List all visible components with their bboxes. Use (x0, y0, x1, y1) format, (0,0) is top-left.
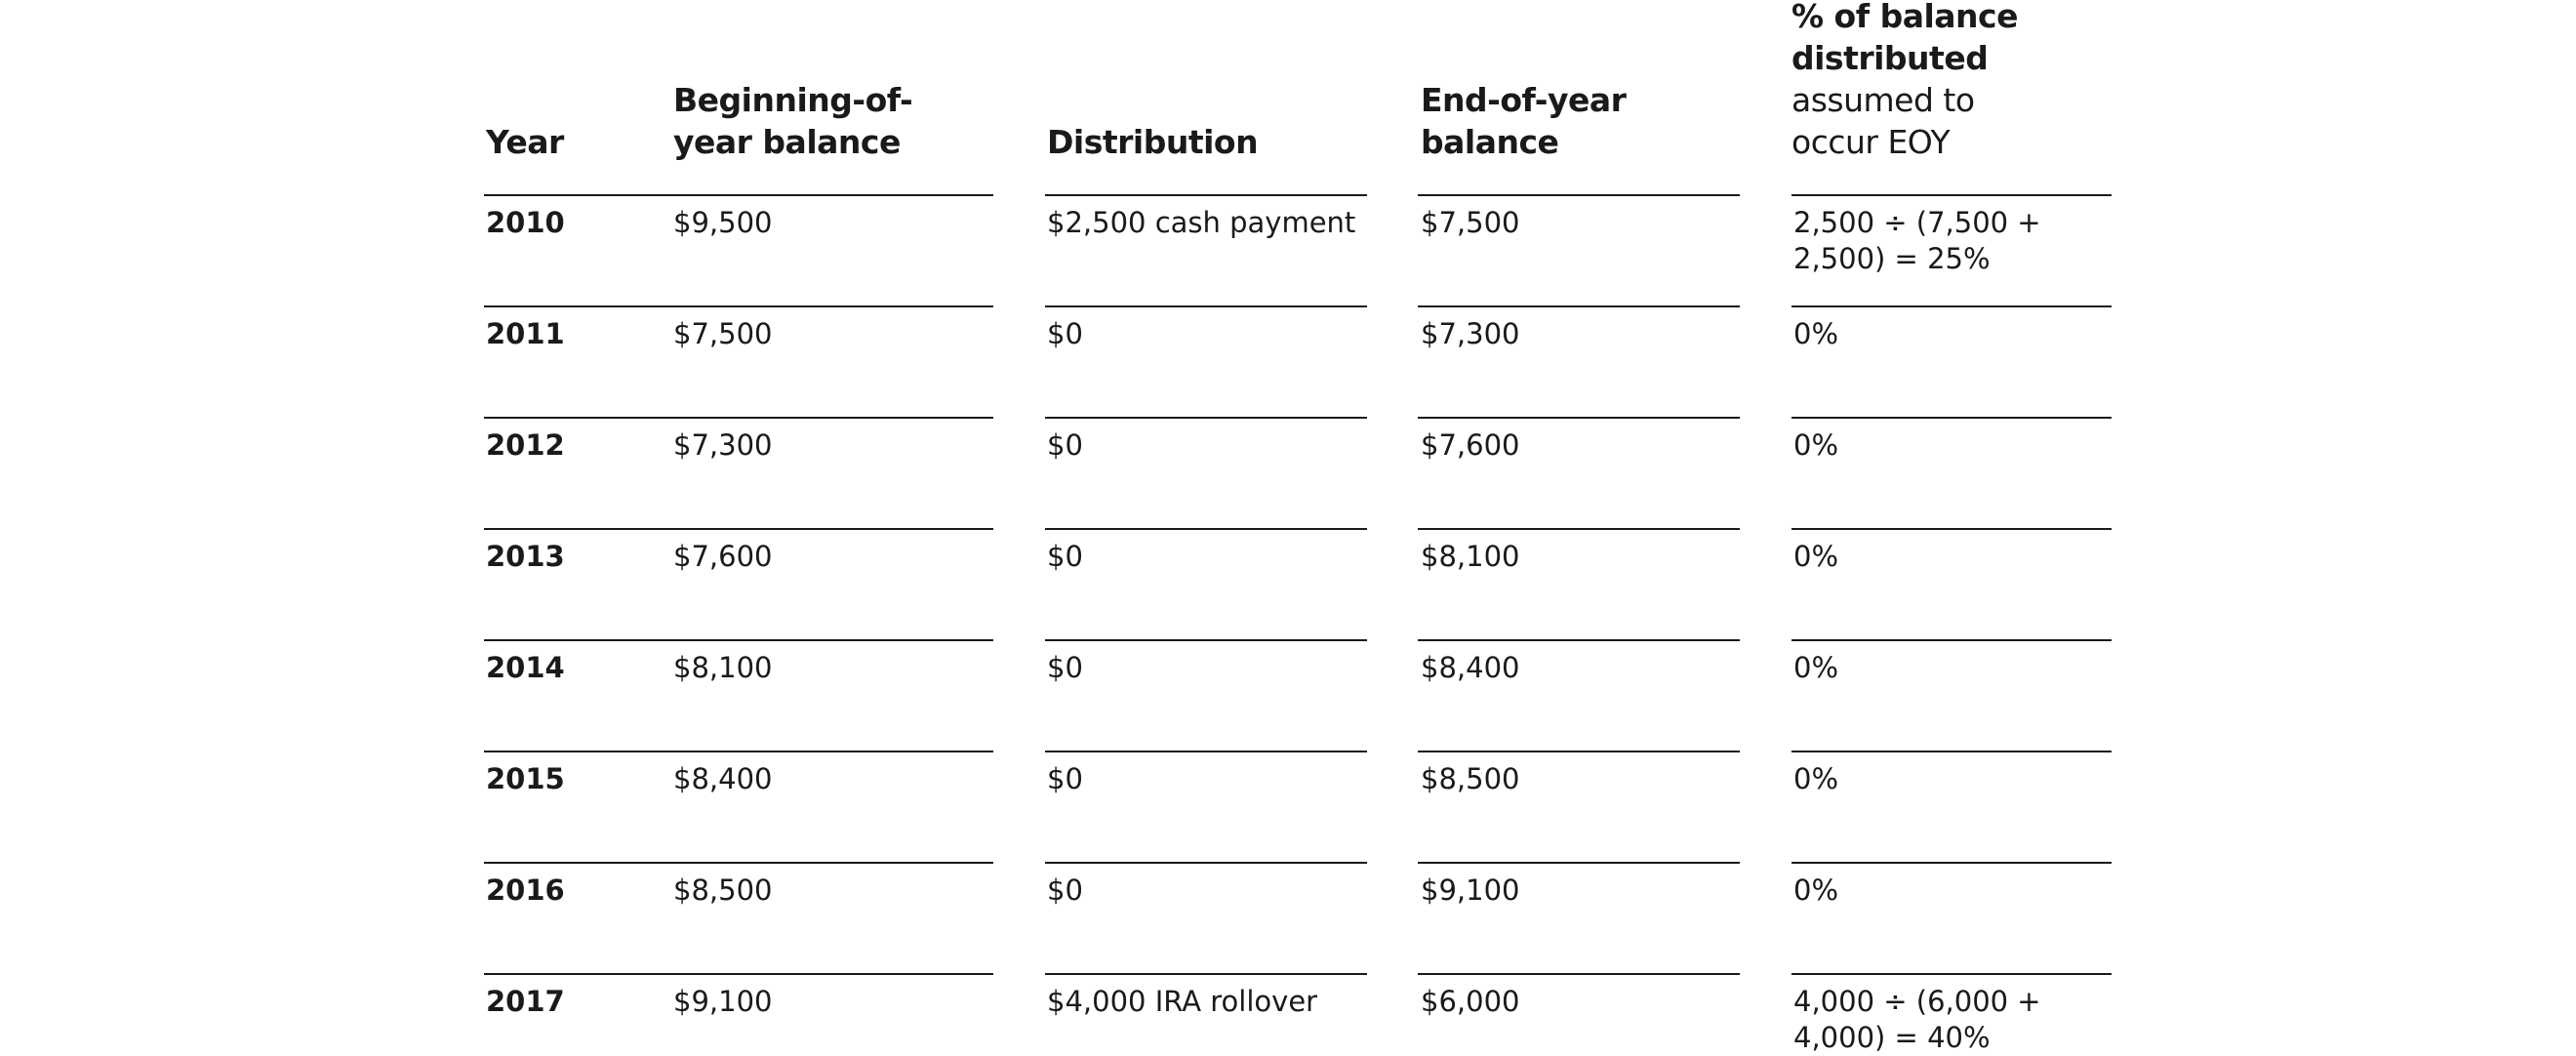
cell-percent-line: 0% (1793, 651, 1839, 684)
row-divider (1791, 751, 2112, 752)
cell-end-balance: $9,100 (1421, 873, 1520, 907)
cell-percent-distributed: 0% (1793, 539, 1838, 575)
cell-beginning-balance: $8,400 (673, 762, 773, 795)
header-percent-line1: % of balance (1791, 0, 2018, 35)
header-end-balance-line1: End-of-year (1421, 81, 1627, 119)
row-divider (1418, 862, 1740, 864)
cell-year: 2013 (486, 540, 565, 573)
header-percent-line3: assumed to (1791, 81, 1975, 119)
cell-year: 2016 (486, 873, 565, 907)
cell-end-balance: $8,100 (1421, 540, 1520, 573)
row-divider (1045, 305, 1367, 307)
row-divider (1418, 528, 1740, 530)
cell-percent-line: 0% (1793, 317, 1839, 350)
header-distribution: Distribution (1047, 121, 1259, 163)
header-distribution-label: Distribution (1047, 123, 1259, 161)
cell-year: 2010 (486, 206, 565, 239)
cell-percent-line: 2,500 ÷ (7,500 + (1793, 206, 2041, 239)
cell-year: 2017 (486, 985, 565, 1018)
row-divider (1418, 194, 1740, 196)
header-end-balance-line2: balance (1421, 123, 1559, 161)
cell-percent-line: 0% (1793, 873, 1839, 907)
cell-beginning-balance: $7,500 (673, 317, 773, 350)
header-percent-distributed: % of balance distributed assumed to occu… (1791, 0, 2018, 163)
cell-year: 2012 (486, 428, 565, 462)
row-divider (1791, 639, 2112, 641)
cell-beginning-balance: $8,100 (673, 651, 773, 684)
row-divider (1418, 639, 1740, 641)
header-percent-line4: occur EOY (1791, 123, 1951, 161)
header-beginning-balance-line2: year balance (673, 123, 901, 161)
cell-percent-line: 0% (1793, 428, 1839, 462)
row-divider (1045, 417, 1367, 419)
row-divider (484, 417, 993, 419)
cell-beginning-balance: $9,100 (673, 985, 773, 1018)
cell-end-balance: $6,000 (1421, 985, 1520, 1018)
cell-percent-distributed: 0% (1793, 650, 1838, 686)
cell-beginning-balance: $8,500 (673, 873, 773, 907)
cell-percent-line: 0% (1793, 762, 1839, 795)
cell-year: 2014 (486, 651, 565, 684)
cell-percent-distributed: 0% (1793, 873, 1838, 909)
cell-end-balance: $7,300 (1421, 317, 1520, 350)
row-divider (484, 194, 993, 196)
row-divider (1791, 862, 2112, 864)
header-beginning-balance-line1: Beginning-of- (673, 81, 913, 119)
row-divider (1791, 973, 2112, 975)
row-divider (1791, 528, 2112, 530)
row-divider (484, 862, 993, 864)
row-divider (1045, 528, 1367, 530)
row-divider (1418, 305, 1740, 307)
cell-beginning-balance: $9,500 (673, 206, 773, 239)
cell-year: 2015 (486, 762, 565, 795)
row-divider (1418, 751, 1740, 752)
row-divider (484, 528, 993, 530)
header-year-label: Year (486, 123, 564, 161)
cell-percent-line: 4,000 ÷ (6,000 + (1793, 985, 2041, 1018)
cell-end-balance: $8,500 (1421, 762, 1520, 795)
row-divider (1045, 862, 1367, 864)
cell-percent-distributed: 0% (1793, 427, 1838, 464)
cell-percent-distributed: 2,500 ÷ (7,500 +2,500) = 25% (1793, 205, 2041, 277)
header-percent-line2: distributed (1791, 39, 1989, 77)
row-divider (484, 973, 993, 975)
cell-distribution: $0 (1047, 651, 1083, 684)
cell-percent-distributed: 0% (1793, 761, 1838, 797)
row-divider (1045, 639, 1367, 641)
row-divider (1791, 194, 2112, 196)
cell-percent-line: 4,000) = 40% (1793, 1021, 1991, 1054)
cell-end-balance: $7,600 (1421, 428, 1520, 462)
cell-distribution: $0 (1047, 317, 1083, 350)
row-divider (484, 751, 993, 752)
cell-distribution: $0 (1047, 762, 1083, 795)
row-divider (1045, 751, 1367, 752)
cell-end-balance: $8,400 (1421, 651, 1520, 684)
cell-percent-distributed: 4,000 ÷ (6,000 +4,000) = 40% (1793, 984, 2041, 1056)
header-year: Year (486, 121, 564, 163)
cell-distribution: $2,500 cash payment (1047, 206, 1356, 239)
row-divider (1045, 973, 1367, 975)
row-divider (1791, 417, 2112, 419)
cell-distribution: $4,000 IRA rollover (1047, 985, 1318, 1018)
cell-percent-distributed: 0% (1793, 316, 1838, 352)
cell-distribution: $0 (1047, 540, 1083, 573)
row-divider (484, 639, 993, 641)
row-divider (1791, 305, 2112, 307)
header-beginning-balance: Beginning-of- year balance (673, 79, 913, 163)
cell-percent-line: 2,500) = 25% (1793, 242, 1991, 275)
cell-percent-line: 0% (1793, 540, 1839, 573)
cell-end-balance: $7,500 (1421, 206, 1520, 239)
header-end-balance: End-of-year balance (1421, 79, 1627, 163)
cell-beginning-balance: $7,300 (673, 428, 773, 462)
row-divider (484, 305, 993, 307)
row-divider (1418, 973, 1740, 975)
cell-beginning-balance: $7,600 (673, 540, 773, 573)
cell-distribution: $0 (1047, 428, 1083, 462)
row-divider (1418, 417, 1740, 419)
row-divider (1045, 194, 1367, 196)
cell-year: 2011 (486, 317, 565, 350)
cell-distribution: $0 (1047, 873, 1083, 907)
